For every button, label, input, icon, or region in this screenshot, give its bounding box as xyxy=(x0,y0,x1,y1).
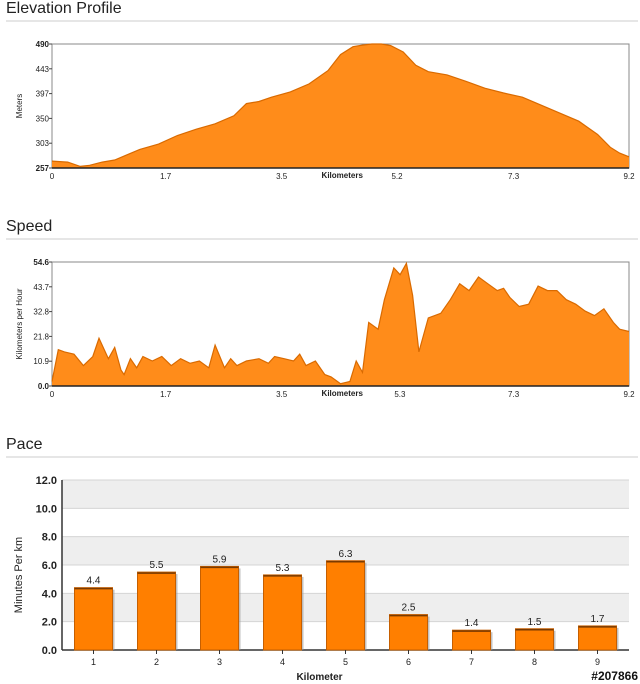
x-tick-label: 2 xyxy=(154,657,159,667)
bar xyxy=(137,571,176,651)
y-tick-label: 490 xyxy=(36,40,50,49)
y-axis-label: Meters xyxy=(15,94,24,118)
y-axis-label: Kilometers per Hour xyxy=(15,288,24,359)
y-tick-label: 2.0 xyxy=(42,617,57,629)
y-tick-label: 32.8 xyxy=(33,308,49,317)
x-tick-label: 1 xyxy=(91,657,96,667)
y-tick-label: 4.0 xyxy=(42,588,57,600)
bar xyxy=(74,587,113,651)
speed-title: Speed xyxy=(6,218,53,235)
bar xyxy=(263,574,302,651)
x-tick-label: 6 xyxy=(406,657,411,667)
elevation-title: Elevation Profile xyxy=(6,0,122,17)
y-axis-label: Minutes Per km xyxy=(13,537,25,613)
x-tick-label: 0 xyxy=(50,172,55,181)
bar-value-label: 2.5 xyxy=(402,603,416,614)
y-tick-label: 0.0 xyxy=(38,382,50,391)
y-tick-label: 350 xyxy=(36,114,50,123)
x-tick-label: 1.7 xyxy=(160,172,172,181)
x-axis-label: Kilometers xyxy=(322,389,364,398)
x-tick-label: 9.2 xyxy=(623,172,635,181)
x-tick-label: 5.2 xyxy=(391,172,403,181)
speed-line xyxy=(51,261,630,385)
y-tick-label: 21.8 xyxy=(33,332,49,341)
bar-value-label: 6.3 xyxy=(339,549,353,560)
bar xyxy=(326,560,365,651)
x-tick-label: 1.7 xyxy=(160,390,172,399)
y-tick-label: 54.6 xyxy=(33,258,49,267)
y-tick-label: 12.0 xyxy=(36,475,57,487)
x-tick-label: 7.3 xyxy=(508,390,520,399)
y-tick-label: 397 xyxy=(36,90,50,99)
y-tick-label: 8.0 xyxy=(42,532,57,544)
pace-title: Pace xyxy=(6,436,43,453)
y-tick-label: 257 xyxy=(36,164,50,173)
y-tick-label: 6.0 xyxy=(42,560,57,572)
bar-value-label: 5.9 xyxy=(213,554,227,565)
bar-value-label: 5.3 xyxy=(276,563,290,574)
x-axis-label: Kilometers xyxy=(322,171,364,180)
speed-chart: 54.6 43.7 32.8 21.8 10.9 0.00 1.7 3.5 5.3 7.3 9.2 K… xyxy=(15,258,635,399)
bar-value-label: 1.4 xyxy=(465,618,479,629)
y-tick-label: 43.7 xyxy=(33,283,49,292)
elevation-divider xyxy=(6,20,638,22)
speed-divider xyxy=(6,238,638,240)
bar-value-label: 4.4 xyxy=(87,576,101,587)
x-tick-label: 8 xyxy=(532,657,537,667)
y-tick-label: 443 xyxy=(36,65,50,74)
x-tick-label: 3 xyxy=(217,657,222,667)
x-tick-label: 7.3 xyxy=(508,172,520,181)
bar xyxy=(389,614,428,651)
bar-value-label: 5.5 xyxy=(150,560,164,571)
x-tick-label: 5.3 xyxy=(394,390,406,399)
watermark: #207866 xyxy=(591,669,638,683)
y-tick-label: 10.0 xyxy=(36,503,57,515)
x-tick-label: 3.5 xyxy=(276,172,288,181)
x-tick-label: 5 xyxy=(343,657,348,667)
y-tick-label: 10.9 xyxy=(33,357,49,366)
x-tick-label: 9 xyxy=(595,657,600,667)
elevation-line xyxy=(51,43,630,168)
elevation-area xyxy=(52,44,629,168)
y-tick-label: 303 xyxy=(36,139,50,148)
bar xyxy=(200,565,239,651)
x-tick-label: 7 xyxy=(469,657,474,667)
bar-value-label: 1.5 xyxy=(528,617,542,628)
x-tick-label: 3.5 xyxy=(276,390,288,399)
x-tick-label: 0 xyxy=(50,390,55,399)
x-tick-label: 9.2 xyxy=(623,390,635,399)
bar xyxy=(452,629,491,651)
pace-divider xyxy=(6,456,638,458)
bar-value-label: 1.7 xyxy=(591,614,605,625)
x-axis-label: Kilometer xyxy=(296,672,342,683)
pace-chart: 12.0 10.0 8.0 6.0 4.0 2.0 0.0 4.4 1 5.5 2 5.9 3 5.3 4 6… xyxy=(13,475,629,683)
speed-area xyxy=(52,263,629,386)
x-tick-label: 4 xyxy=(280,657,285,667)
bar xyxy=(515,628,554,651)
y-tick-label: 0.0 xyxy=(42,645,57,657)
grid-band xyxy=(62,480,629,509)
bar xyxy=(578,625,617,651)
